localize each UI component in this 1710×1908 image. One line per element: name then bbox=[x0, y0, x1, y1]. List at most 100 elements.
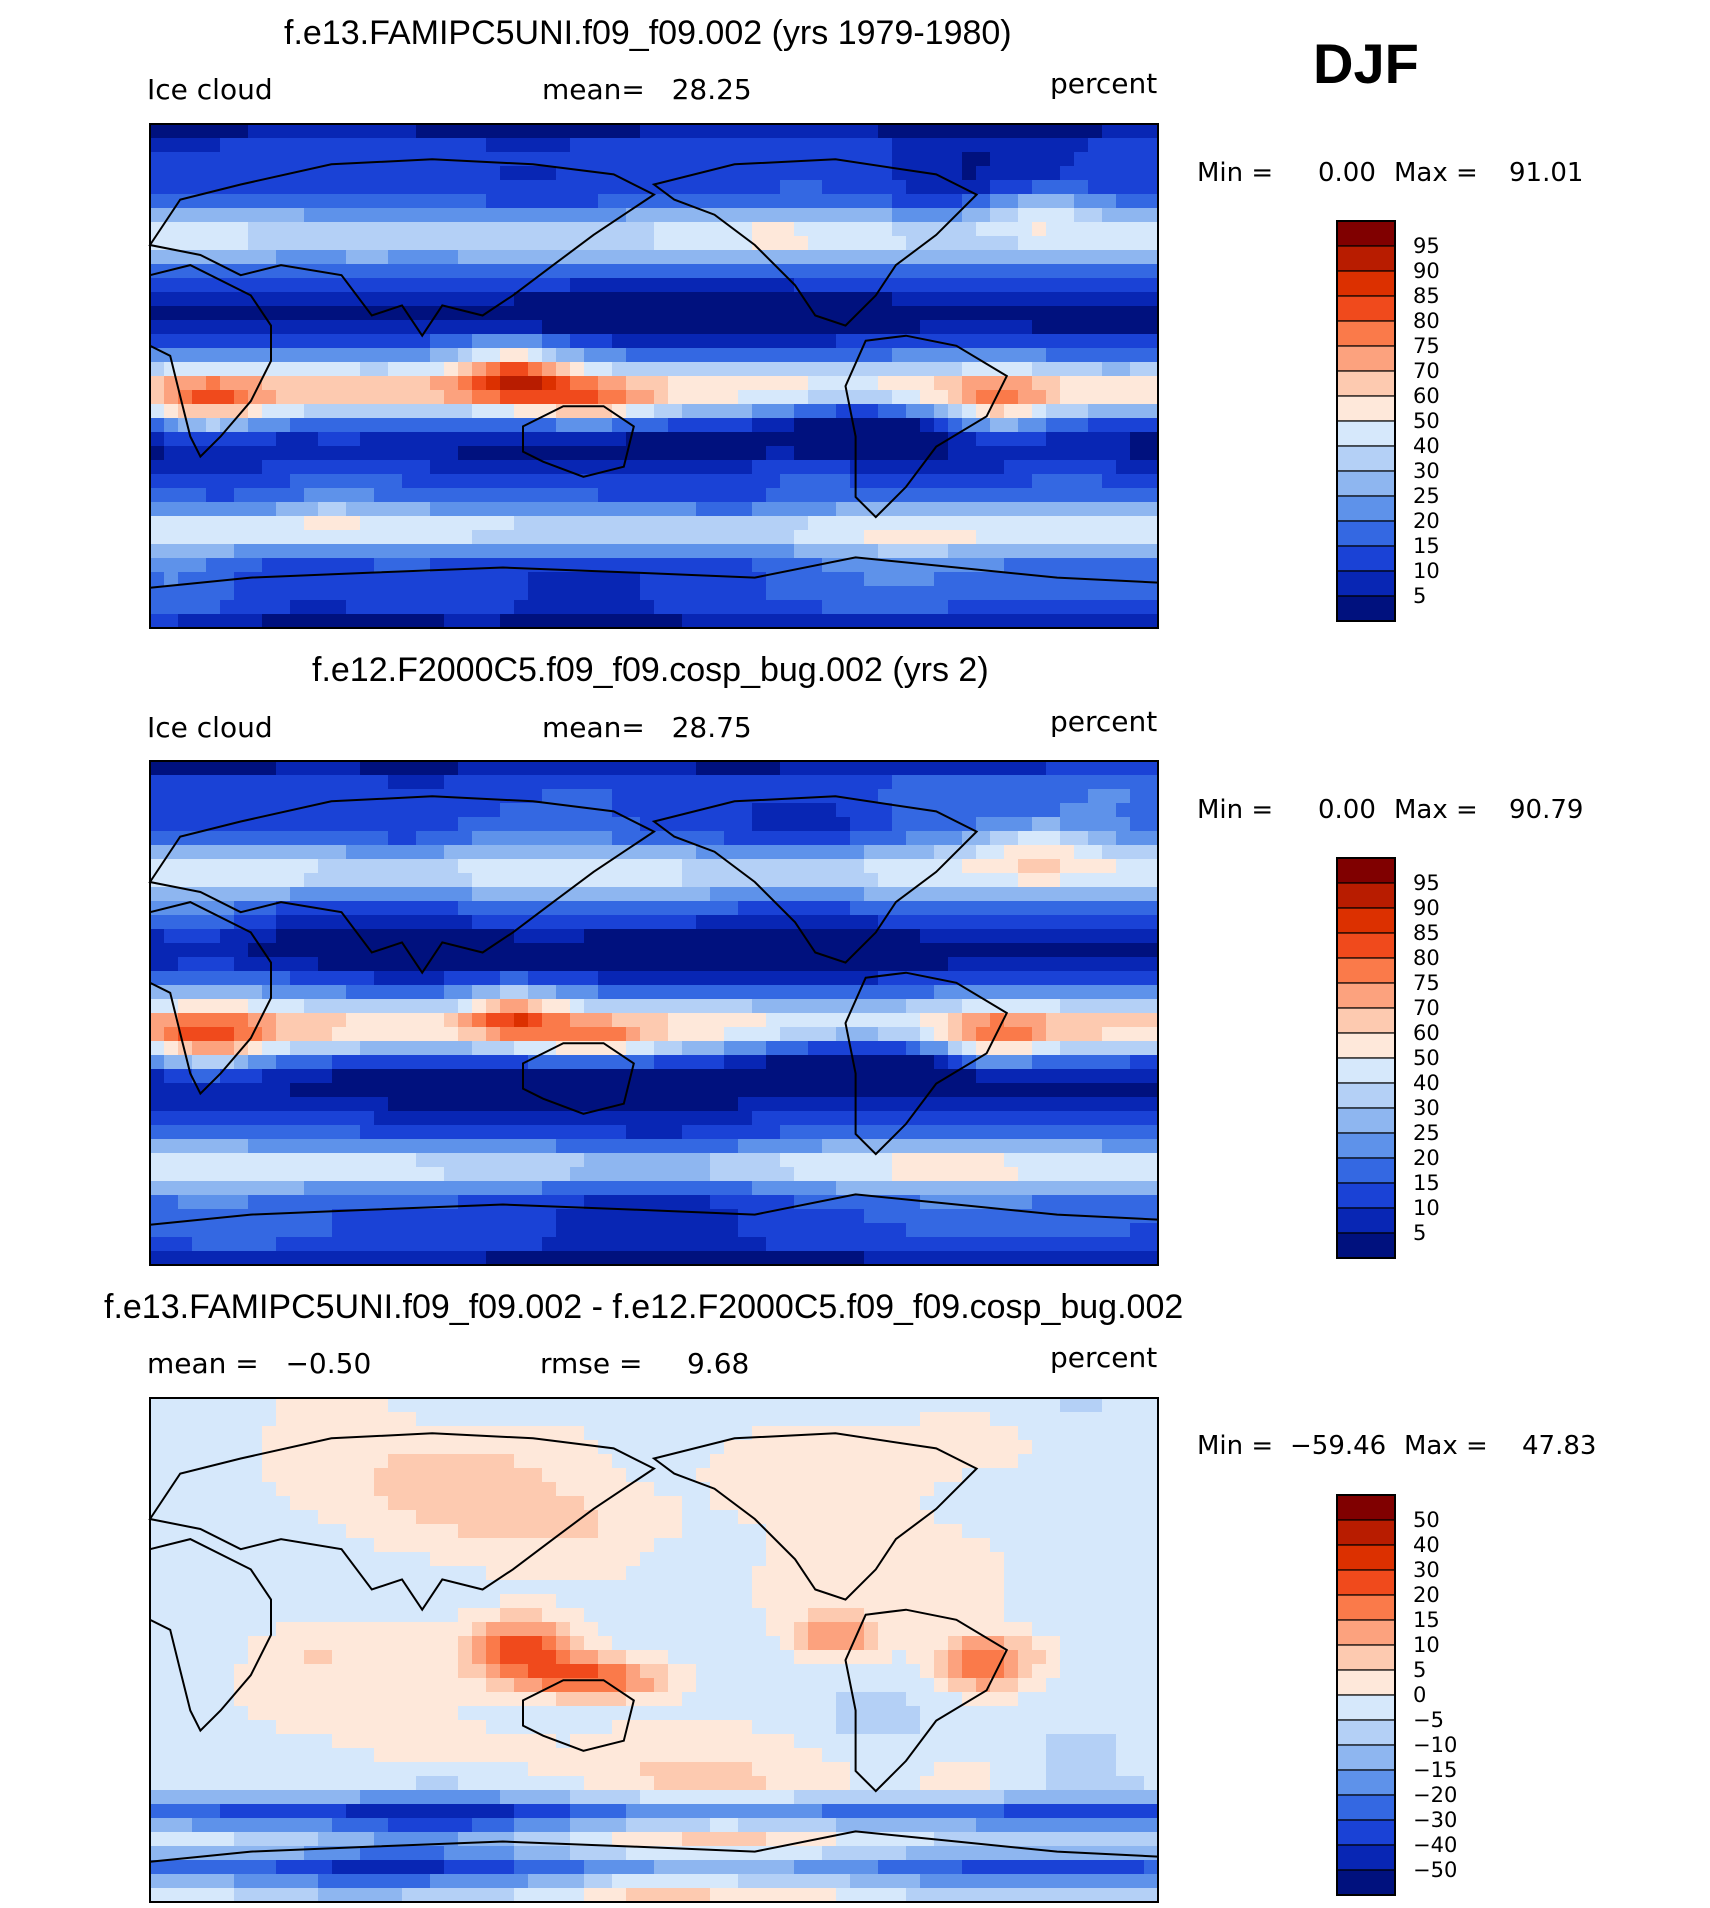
heatmap-cell bbox=[276, 1097, 291, 1112]
heatmap-cell bbox=[262, 1167, 277, 1182]
heatmap-cell bbox=[486, 1181, 501, 1196]
heatmap-cell bbox=[1116, 1111, 1131, 1126]
heatmap-cell bbox=[192, 957, 207, 972]
heatmap-cell bbox=[276, 544, 291, 559]
heatmap-cell bbox=[556, 138, 571, 153]
heatmap-cell bbox=[654, 166, 669, 181]
heatmap-cell bbox=[934, 278, 949, 293]
heatmap-cell bbox=[542, 334, 557, 349]
heatmap-cell bbox=[836, 502, 851, 517]
heatmap-cell bbox=[976, 957, 991, 972]
heatmap-cell bbox=[822, 1055, 837, 1070]
heatmap-cell bbox=[1074, 845, 1089, 860]
heatmap-cell bbox=[290, 1125, 305, 1140]
heatmap-cell bbox=[1032, 817, 1047, 832]
heatmap-cell bbox=[290, 516, 305, 531]
heatmap-cell bbox=[472, 859, 487, 874]
heatmap-cell bbox=[346, 390, 361, 405]
heatmap-cell bbox=[458, 985, 473, 1000]
heatmap-cell bbox=[150, 1139, 165, 1154]
heatmap-cell bbox=[374, 971, 389, 986]
heatmap-cell bbox=[850, 803, 865, 818]
heatmap-cell bbox=[164, 278, 179, 293]
heatmap-cell bbox=[290, 376, 305, 391]
heatmap-cell bbox=[1018, 1083, 1033, 1098]
heatmap-cell bbox=[668, 999, 683, 1014]
heatmap-cell bbox=[430, 250, 445, 265]
heatmap-cell bbox=[318, 831, 333, 846]
heatmap-cell bbox=[486, 817, 501, 832]
heatmap-cell bbox=[612, 901, 627, 916]
heatmap-cell bbox=[836, 929, 851, 944]
heatmap-cell bbox=[1004, 488, 1019, 503]
heatmap-cell bbox=[1102, 817, 1117, 832]
heatmap-cell bbox=[514, 138, 529, 153]
panel-2-min-value: 0.00 bbox=[1318, 795, 1376, 825]
heatmap-cell bbox=[1032, 1181, 1047, 1196]
heatmap-cell bbox=[752, 488, 767, 503]
heatmap-cell bbox=[472, 152, 487, 167]
heatmap-cell bbox=[388, 1097, 403, 1112]
heatmap-cell bbox=[962, 572, 977, 587]
heatmap-cell bbox=[584, 1125, 599, 1140]
heatmap-cell bbox=[724, 502, 739, 517]
heatmap-cell bbox=[1060, 1041, 1075, 1056]
heatmap-cell bbox=[430, 1055, 445, 1070]
heatmap-cell bbox=[514, 208, 529, 223]
heatmap-cell bbox=[1032, 999, 1047, 1014]
heatmap-cell bbox=[1018, 817, 1033, 832]
heatmap-cell bbox=[276, 600, 291, 615]
heatmap-cell bbox=[486, 901, 501, 916]
heatmap-cell bbox=[500, 1097, 515, 1112]
heatmap-cell bbox=[1130, 152, 1145, 167]
heatmap-cell bbox=[850, 502, 865, 517]
heatmap-cell bbox=[1018, 558, 1033, 573]
heatmap-cell bbox=[276, 614, 291, 629]
heatmap-cell bbox=[444, 460, 459, 475]
heatmap-cell bbox=[150, 516, 165, 531]
heatmap-cell bbox=[682, 124, 697, 139]
heatmap-cell bbox=[654, 516, 669, 531]
heatmap-cell bbox=[640, 376, 655, 391]
heatmap-cell bbox=[332, 887, 347, 902]
heatmap-cell bbox=[1074, 180, 1089, 195]
heatmap-cell bbox=[1116, 845, 1131, 860]
heatmap-cell bbox=[1144, 1125, 1159, 1140]
coastline bbox=[149, 264, 272, 459]
heatmap-cell bbox=[794, 544, 809, 559]
heatmap-cell bbox=[878, 446, 893, 461]
heatmap-cell bbox=[192, 929, 207, 944]
heatmap-cell bbox=[584, 1013, 599, 1028]
heatmap-cell bbox=[150, 1097, 165, 1112]
heatmap-cell bbox=[1074, 362, 1089, 377]
heatmap-cell bbox=[150, 999, 165, 1014]
heatmap-cell bbox=[332, 530, 347, 545]
heatmap-cell bbox=[178, 1181, 193, 1196]
map-panel-1 bbox=[148, 123, 1159, 629]
heatmap-cell bbox=[458, 1069, 473, 1084]
heatmap-cell bbox=[150, 1209, 165, 1224]
heatmap-cell bbox=[556, 859, 571, 874]
heatmap-cell bbox=[696, 194, 711, 209]
heatmap-cell bbox=[892, 306, 907, 321]
heatmap-cell bbox=[654, 362, 669, 377]
heatmap-cell bbox=[584, 859, 599, 874]
heatmap-cell bbox=[850, 1027, 865, 1042]
heatmap-cell bbox=[612, 236, 627, 251]
heatmap-cell bbox=[892, 1153, 907, 1168]
heatmap-cell bbox=[178, 1195, 193, 1210]
heatmap-cell bbox=[976, 1097, 991, 1112]
heatmap-cell bbox=[458, 789, 473, 804]
heatmap-cell bbox=[500, 1041, 515, 1056]
heatmap-cell bbox=[598, 817, 613, 832]
heatmap-cell bbox=[514, 803, 529, 818]
heatmap-cell bbox=[1004, 614, 1019, 629]
heatmap-cell bbox=[892, 600, 907, 615]
heatmap-cell bbox=[822, 817, 837, 832]
heatmap-cell bbox=[710, 348, 725, 363]
heatmap-cell bbox=[710, 502, 725, 517]
heatmap-cell bbox=[192, 1097, 207, 1112]
heatmap-cell bbox=[248, 306, 263, 321]
heatmap-cell bbox=[164, 250, 179, 265]
heatmap-cell bbox=[752, 1181, 767, 1196]
